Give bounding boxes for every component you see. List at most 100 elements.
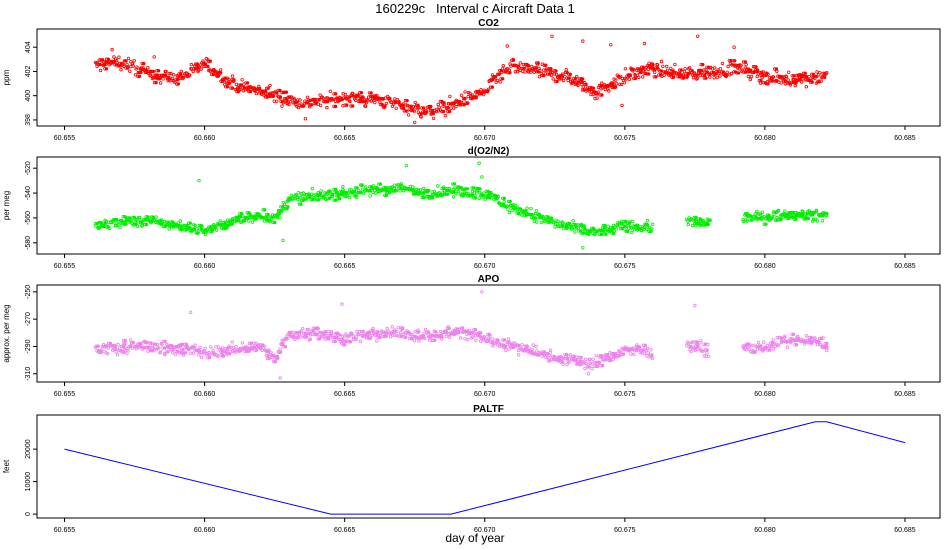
data-point	[651, 222, 655, 226]
data-point	[295, 195, 300, 200]
data-point	[771, 347, 775, 351]
data-point	[490, 85, 494, 89]
data-point	[257, 84, 261, 89]
data-point	[801, 209, 805, 214]
data-point	[779, 217, 783, 221]
panel-title: CO2	[478, 18, 499, 29]
data-point	[694, 215, 698, 220]
data-point	[791, 332, 796, 336]
y-tick-label: 398	[25, 114, 32, 126]
data-point	[748, 77, 752, 82]
data-point	[443, 113, 447, 118]
data-point	[568, 222, 572, 227]
x-tick-label: 60.670	[474, 527, 496, 534]
data-point	[505, 204, 509, 208]
data-point	[395, 329, 399, 333]
data-point	[493, 75, 498, 79]
data-point	[746, 345, 750, 349]
data-point	[286, 204, 290, 209]
data-point	[301, 327, 305, 331]
data-point	[387, 331, 392, 336]
data-point	[482, 92, 486, 97]
data-point	[587, 232, 591, 236]
data-point	[447, 186, 451, 191]
panel-d-o2-n2-: d(O2/N2) per meg -580 -560 -540 -520 60.655 60.…	[2, 146, 941, 270]
data-point	[300, 104, 305, 108]
data-point	[262, 219, 267, 223]
data-point	[639, 70, 643, 75]
data-point	[567, 360, 571, 364]
data-point	[753, 212, 757, 216]
x-tick-label: 60.685	[894, 527, 916, 534]
data-point	[241, 214, 245, 218]
data-point	[308, 194, 312, 199]
data-point	[477, 161, 481, 165]
data-point	[373, 100, 377, 105]
data-point	[825, 341, 829, 346]
data-point	[252, 341, 256, 345]
data-point	[380, 330, 384, 334]
data-point	[405, 98, 409, 103]
data-point	[806, 216, 810, 221]
data-point	[253, 215, 258, 220]
x-tick-label: 60.685	[894, 391, 916, 398]
data-point	[141, 61, 146, 66]
data-point	[820, 219, 825, 223]
data-point	[606, 224, 610, 228]
data-point	[308, 333, 313, 337]
data-point	[198, 345, 202, 350]
data-point	[404, 163, 408, 168]
data-point	[394, 106, 398, 110]
data-point	[211, 348, 215, 352]
data-point	[204, 230, 209, 234]
x-tick-label: 60.655	[54, 391, 76, 398]
data-point	[642, 225, 646, 230]
data-point	[239, 211, 244, 216]
data-point	[705, 70, 710, 74]
data-point	[463, 97, 467, 101]
data-point	[228, 80, 232, 84]
data-point	[581, 231, 585, 235]
data-point	[246, 85, 250, 89]
y-axis-label: feet	[2, 459, 11, 473]
data-point	[284, 90, 289, 94]
data-point	[538, 68, 542, 72]
data-point	[496, 194, 500, 199]
data-point	[612, 229, 617, 233]
data-point	[582, 361, 586, 365]
data-point	[825, 348, 829, 353]
x-tick-label: 60.660	[194, 527, 216, 534]
data-point	[181, 347, 185, 352]
data-point	[503, 69, 508, 74]
data-point	[779, 81, 783, 85]
data-point	[376, 189, 381, 194]
data-point	[772, 212, 776, 217]
data-point	[472, 331, 476, 335]
data-point	[507, 210, 512, 215]
data-point	[532, 219, 536, 224]
data-point	[220, 346, 225, 350]
data-point	[210, 228, 215, 232]
x-tick-label: 60.665	[334, 135, 356, 142]
data-point	[637, 346, 641, 351]
data-point	[232, 78, 236, 83]
data-point	[278, 96, 282, 100]
data-point	[139, 66, 144, 70]
data-point	[248, 89, 253, 94]
data-point	[524, 210, 529, 214]
data-point	[191, 351, 196, 355]
data-point	[427, 338, 432, 342]
data-point	[793, 83, 797, 88]
x-axis-label: day of year	[445, 531, 505, 545]
data-point	[158, 81, 163, 85]
data-point	[573, 230, 577, 234]
data-point	[504, 348, 508, 352]
data-point	[388, 335, 393, 339]
data-point	[162, 346, 167, 350]
data-point	[399, 182, 403, 186]
plot-frame	[36, 28, 941, 127]
data-point	[306, 327, 310, 332]
panel-co2: CO2 ppm 398 400 402 404 60.655 60.660 60.665 60.6…	[2, 18, 941, 142]
data-point	[693, 348, 697, 353]
x-tick-label: 60.660	[194, 391, 216, 398]
